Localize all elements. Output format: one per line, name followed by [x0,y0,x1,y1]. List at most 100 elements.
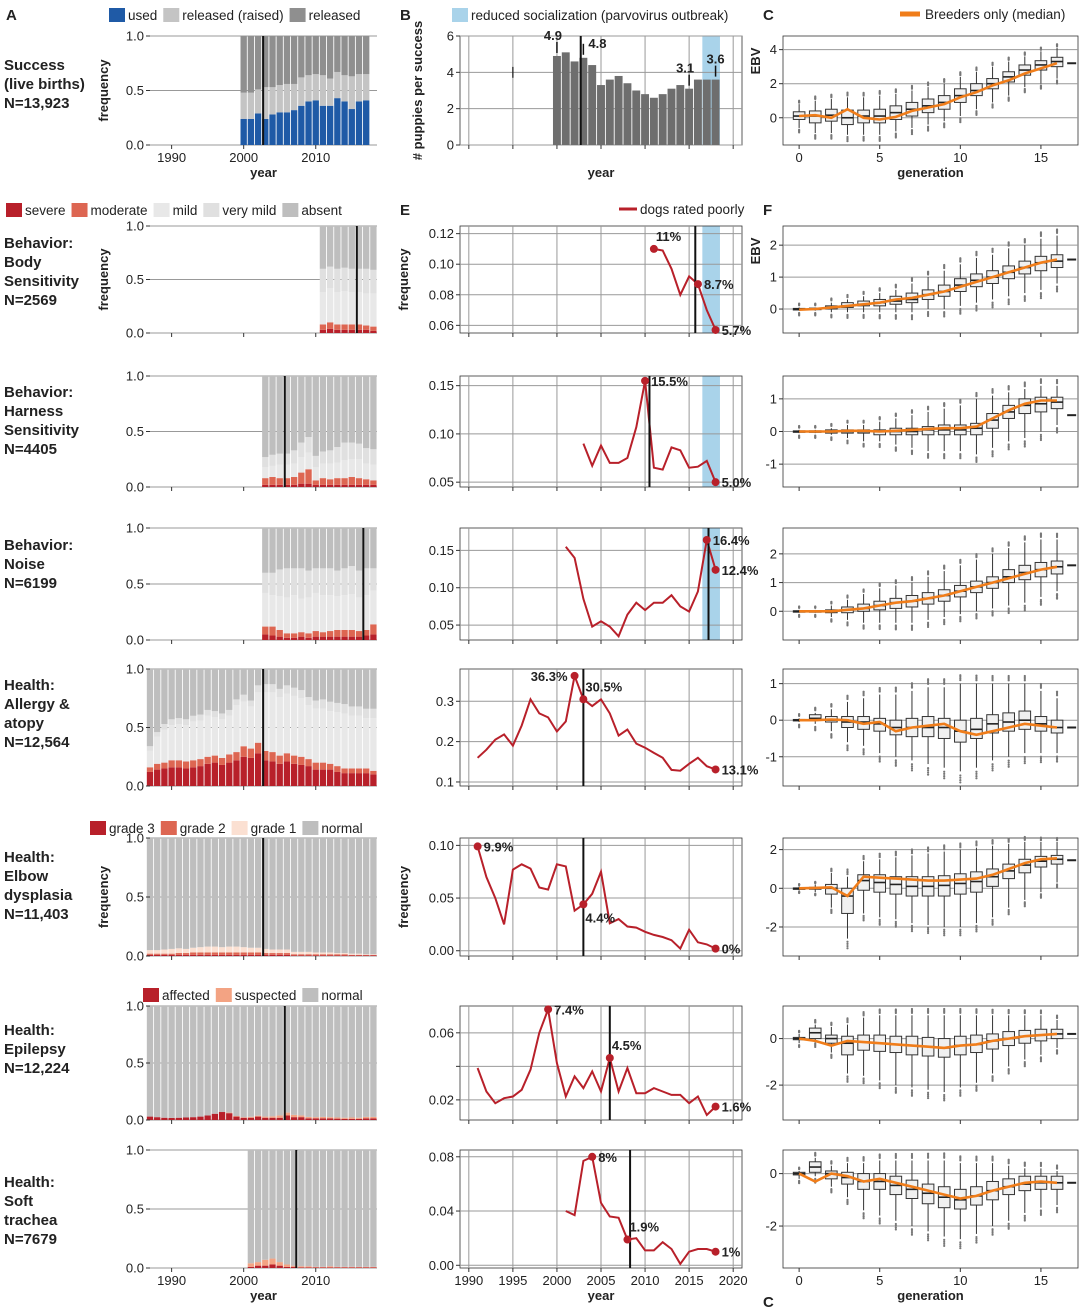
outlier-point [846,940,849,943]
outlier-point [926,1235,930,1238]
panel-letter: F [763,202,772,219]
outlier-point [991,106,994,109]
bar-segment [305,705,312,760]
outlier-point [1023,91,1026,94]
bar-segment [370,1150,377,1267]
annotated-point [641,376,650,385]
bar-segment [226,754,233,763]
bar-segment [290,1006,298,1115]
bar-segment [305,637,312,640]
outlier-point [1039,297,1043,300]
bar-segment [233,699,240,706]
bar-segment [326,328,334,333]
outlier-point [926,129,930,132]
bar-segment [197,1006,204,1117]
bar-segment [254,1116,262,1120]
outlier-point [975,930,978,933]
bar-segment [240,694,247,702]
bar-segment [269,484,276,487]
bar-segment [334,953,341,955]
outlier-point [975,1089,978,1092]
outlier-point [894,1228,897,1231]
bar-segment [276,953,283,955]
bar-segment [233,1116,240,1117]
outlier-point [975,926,978,929]
bar-segment [326,322,334,329]
outlier-point [975,1008,978,1011]
bar-segment [290,1114,298,1118]
outlier-point [926,1152,930,1155]
bar-segment [305,1150,312,1267]
data-label: 8% [598,1150,617,1165]
outlier-point [862,919,865,922]
row-label: (live births) [4,76,85,93]
outlier-point [910,409,914,412]
outlier-point [975,1087,978,1091]
outlier-point [846,1078,849,1082]
data-label: 15.5% [651,374,688,389]
box-plot-trachea: -2 0 0 5 10 15 generation [765,1149,1079,1303]
bar-segment [326,952,334,955]
bar-segment [290,83,298,111]
bar-segment [319,952,327,955]
bar-segment [182,838,190,949]
outlier-point [894,1008,897,1011]
bar-segment [334,36,341,72]
line-chart-elbow: 0.00 0.05 0.10 9.9% 4.4% 0% frequency [396,837,743,960]
bar-segment [348,566,355,595]
outlier-point [1023,1161,1026,1164]
bar-segment [290,376,298,451]
data-label: 3.6 [707,52,725,67]
bar-segment [262,572,269,593]
outlier-point [798,436,801,439]
bar-segment [182,1006,190,1118]
bar-segment [240,36,247,93]
outlier-point [1055,836,1059,840]
outlier-point [846,624,849,627]
bar-segment [204,669,211,710]
bar-segment [355,376,363,444]
outlier-point [926,1093,930,1096]
outlier-point [878,416,881,419]
bar-segment [298,376,305,443]
bar-segment [370,1006,377,1117]
bar-segment [341,442,348,461]
bar-segment [363,568,370,596]
outlier-point [878,920,881,923]
outlier-point [1023,535,1026,538]
x-tick-label: 2010 [631,1273,660,1288]
outlier-point [830,911,833,915]
bar-segment [341,1267,348,1268]
legend-label: moderate [91,203,148,218]
outlier-point [910,1231,914,1234]
outlier-point [991,1076,994,1079]
bar-segment [326,711,334,764]
outlier-point [846,947,849,950]
bar-segment [341,528,348,569]
bar-segment [247,1117,255,1120]
bar-segment [355,954,363,956]
outlier-point [878,1083,881,1086]
outlier-point [943,564,946,567]
outlier-point [910,1007,914,1011]
bar-segment [326,636,334,640]
bar-segment [355,1006,363,1118]
bar-segment [233,1116,240,1120]
bar-segment [247,92,255,119]
bar-segment [247,954,255,956]
bar-segment [204,954,211,956]
legend-elbow: grade 3 grade 2 grade 1 normal [90,821,363,836]
bar-segment [154,669,161,733]
bar-segment [298,698,305,757]
bar-segment [226,946,233,953]
bar-segment [240,838,247,948]
outlier-point [862,290,865,293]
bar-segment [326,1118,334,1120]
bar-segment [226,1113,233,1120]
annotated-point [544,1005,553,1014]
bar-segment [240,1117,247,1118]
outlier-point [959,1092,962,1096]
row-label: N=12,564 [4,734,70,751]
outlier-point [862,588,865,591]
